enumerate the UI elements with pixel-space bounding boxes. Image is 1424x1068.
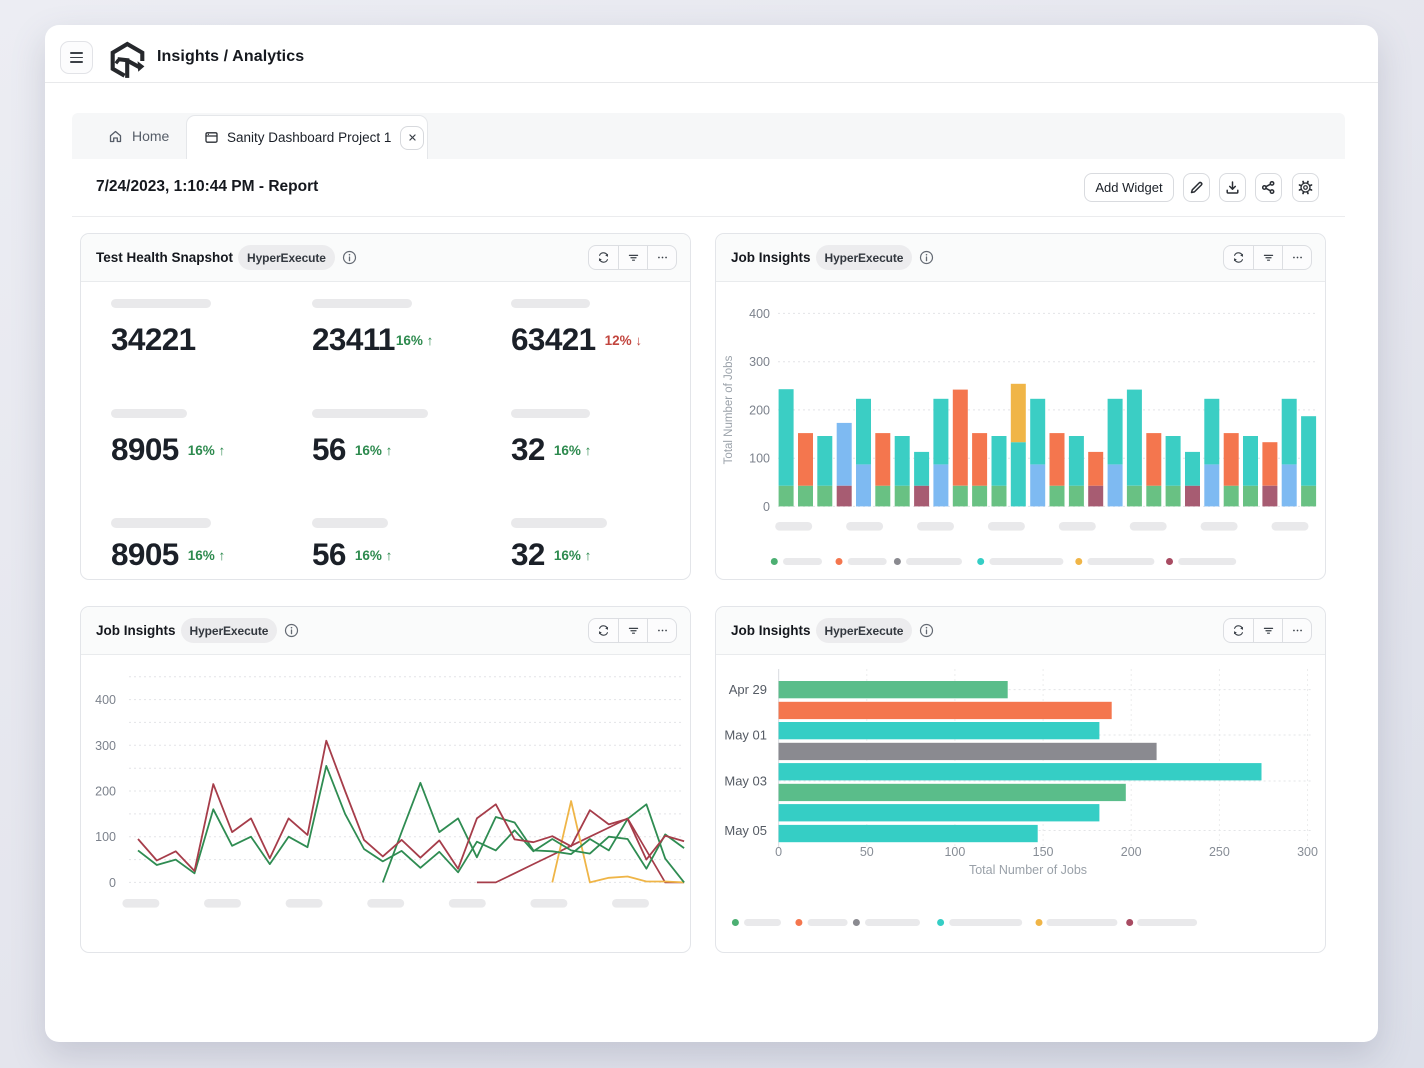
svg-text:250: 250 — [1209, 845, 1230, 859]
svg-text:50: 50 — [860, 845, 874, 859]
svg-text:400: 400 — [749, 307, 770, 321]
svg-text:200: 200 — [95, 785, 116, 799]
svg-text:May 05: May 05 — [724, 823, 767, 838]
svg-text:May 01: May 01 — [724, 728, 767, 743]
svg-text:100: 100 — [95, 830, 116, 844]
svg-text:200: 200 — [749, 403, 770, 417]
svg-text:Apr 29: Apr 29 — [729, 682, 767, 697]
svg-text:0: 0 — [775, 845, 782, 859]
svg-text:200: 200 — [1121, 845, 1142, 859]
svg-text:300: 300 — [95, 739, 116, 753]
svg-text:Total Number of Jobs: Total Number of Jobs — [969, 863, 1087, 877]
svg-text:300: 300 — [1297, 845, 1318, 859]
svg-text:100: 100 — [749, 452, 770, 466]
svg-text:400: 400 — [95, 693, 116, 707]
svg-text:May 03: May 03 — [724, 774, 767, 789]
svg-text:100: 100 — [944, 845, 965, 859]
svg-text:300: 300 — [749, 355, 770, 369]
svg-text:0: 0 — [763, 500, 770, 514]
svg-text:150: 150 — [1033, 845, 1054, 859]
svg-text:0: 0 — [109, 876, 116, 890]
svg-text:Total Number of Jobs: Total Number of Jobs — [723, 355, 735, 464]
